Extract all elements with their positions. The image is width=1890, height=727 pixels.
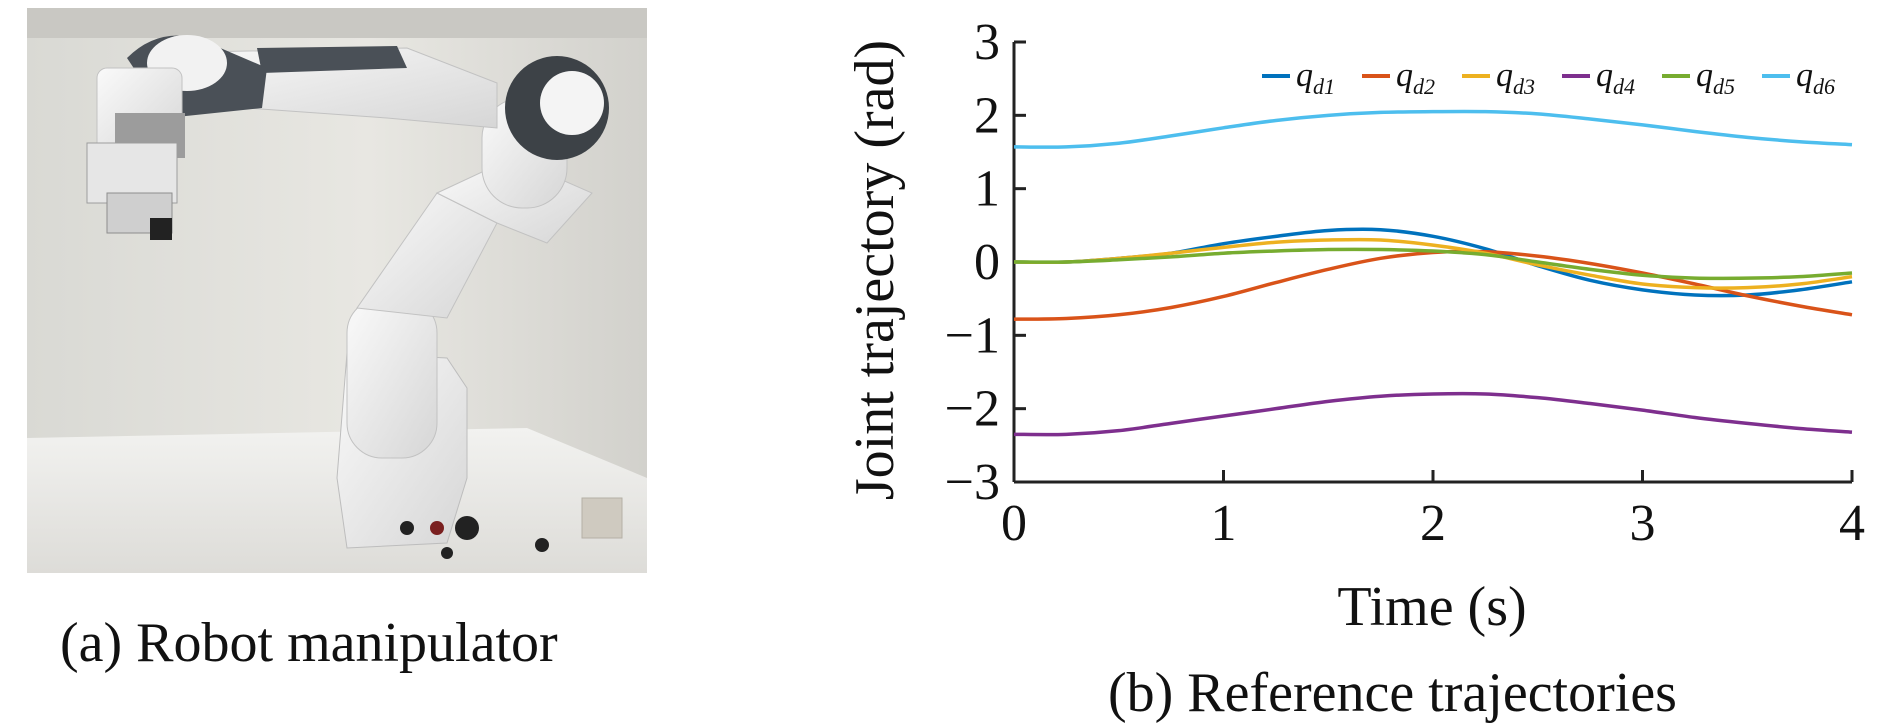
- robot-arm: [86, 35, 609, 559]
- caption-robot-manipulator: (a) Robot manipulator: [60, 612, 558, 674]
- legend-label-q_d1: qd1: [1296, 57, 1335, 99]
- y-axis-title: Joint trajectory (rad): [844, 40, 906, 500]
- series-line-q_d2: [1013, 249, 1853, 321]
- y-tick-label: 2: [974, 87, 1000, 144]
- robot-manipulator-photo: [27, 8, 647, 573]
- x-axis-title: Time (s): [1337, 576, 1526, 638]
- legend-label-q_d4: qd4: [1596, 57, 1635, 99]
- y-tick-label: 3: [974, 14, 1000, 71]
- y-tick-label: 1: [974, 161, 1000, 218]
- series-line-q_d1: [1013, 227, 1853, 298]
- chart-legend: qd1 qd2 qd3 qd4 qd5 qd6: [1262, 57, 1835, 99]
- x-tick-label: 4: [1839, 495, 1865, 552]
- series-line-q_d5: [1013, 247, 1853, 281]
- x-tick-label: 0: [1001, 495, 1027, 552]
- series-line-q_d6: [1013, 109, 1853, 149]
- series-line-q_d4: [1013, 391, 1853, 437]
- legend-label-q_d6: qd6: [1796, 57, 1835, 99]
- chart-series: [1013, 109, 1853, 437]
- caption-reference-trajectories: (b) Reference trajectories: [1108, 662, 1677, 724]
- x-tick-label: 2: [1420, 495, 1446, 552]
- y-tick-label: −2: [945, 381, 1000, 438]
- legend-label-q_d5: qd5: [1696, 57, 1735, 99]
- series-line-q_d3: [1013, 237, 1853, 290]
- legend-label-q_d2: qd2: [1396, 57, 1435, 99]
- y-tick-label: −1: [945, 307, 1000, 364]
- x-tick-label: 3: [1630, 495, 1656, 552]
- y-tick-label: 0: [974, 234, 1000, 291]
- y-tick-label: −3: [945, 454, 1000, 511]
- legend-label-q_d3: qd3: [1496, 57, 1535, 99]
- x-tick-label: 1: [1211, 495, 1237, 552]
